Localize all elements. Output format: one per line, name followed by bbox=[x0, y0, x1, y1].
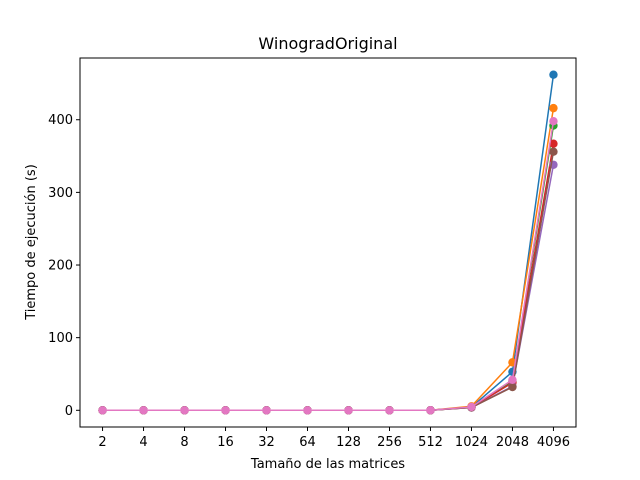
y-tick-label: 400 bbox=[48, 113, 73, 128]
x-tick-label: 2 bbox=[98, 435, 106, 450]
x-tick-label: 64 bbox=[299, 435, 316, 450]
chart-title: WinogradOriginal bbox=[258, 34, 397, 53]
data-point bbox=[221, 406, 229, 414]
data-point bbox=[426, 406, 434, 414]
y-tick-label: 300 bbox=[48, 186, 73, 201]
data-point bbox=[98, 406, 106, 414]
x-tick-label: 4096 bbox=[537, 435, 570, 450]
x-tick-label: 4 bbox=[139, 435, 147, 450]
x-tick-label: 8 bbox=[180, 435, 188, 450]
x-tick-label: 32 bbox=[258, 435, 275, 450]
data-point bbox=[385, 406, 393, 414]
data-point bbox=[303, 406, 311, 414]
x-tick-label: 1024 bbox=[455, 435, 488, 450]
y-tick-label: 100 bbox=[48, 331, 73, 346]
x-tick-label: 128 bbox=[336, 435, 361, 450]
data-point bbox=[508, 383, 516, 391]
data-point bbox=[262, 406, 270, 414]
data-point bbox=[549, 117, 557, 125]
y-tick-label: 0 bbox=[65, 404, 73, 419]
x-tick-label: 2048 bbox=[496, 435, 529, 450]
y-axis-label: Tiempo de ejecución (s) bbox=[24, 164, 39, 321]
data-point bbox=[139, 406, 147, 414]
data-point bbox=[467, 403, 475, 411]
y-tick-label: 200 bbox=[48, 259, 73, 274]
x-tick-label: 16 bbox=[217, 435, 234, 450]
x-tick-label: 512 bbox=[418, 435, 443, 450]
data-point bbox=[549, 148, 557, 156]
data-point bbox=[180, 406, 188, 414]
x-tick-label: 256 bbox=[377, 435, 402, 450]
data-point bbox=[549, 104, 557, 112]
x-axis-label: Tamaño de las matrices bbox=[250, 457, 405, 472]
data-point bbox=[344, 406, 352, 414]
data-point bbox=[549, 71, 557, 79]
data-point bbox=[508, 376, 516, 384]
